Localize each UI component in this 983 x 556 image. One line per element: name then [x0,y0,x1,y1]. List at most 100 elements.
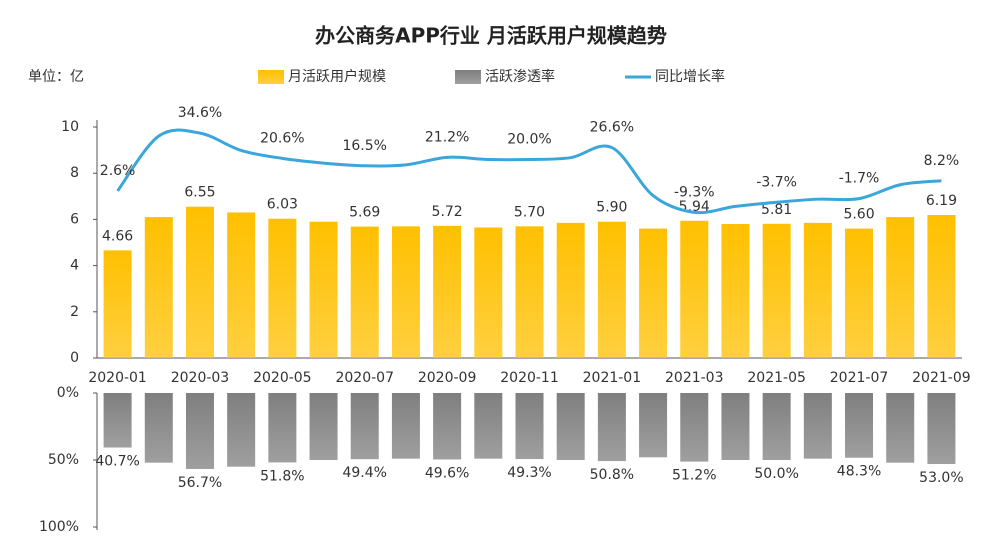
data-label: 26.6% [590,120,634,136]
data-label: 5.69 [349,205,380,221]
data-label: 48.3% [837,464,881,480]
x-tick-label: 2020-05 [253,370,312,386]
y-tick-label: 10 [61,119,79,135]
data-label: 50.0% [754,466,798,482]
bar [597,393,626,462]
data-label: -9.3% [674,184,715,200]
bar [803,393,832,459]
bar [886,217,915,358]
bar [639,393,668,458]
bar [556,393,585,460]
bar [433,225,462,358]
bar [103,250,132,358]
data-label: 56.7% [178,475,222,491]
x-tick-label: 2021-01 [583,370,642,386]
bar [680,220,709,358]
data-label: 6.03 [267,197,298,213]
bar [927,215,956,358]
x-tick-label: 2020-01 [88,370,147,386]
y-tick-label: 6 [70,211,79,227]
bar [350,393,379,460]
bar [144,393,173,463]
data-label: 8.2% [924,153,960,169]
data-label: 49.4% [342,465,386,481]
data-label: 4.66 [102,228,133,244]
bar [639,228,668,358]
bar [597,221,626,358]
data-label: 2.6% [100,163,136,179]
data-label: 49.6% [425,465,469,481]
y-tick-label: 0% [57,385,79,401]
bar [845,393,874,458]
legend-swatch [258,70,284,84]
bar [185,206,214,358]
y-tick-label: 100% [39,519,79,535]
data-label: 20.0% [507,131,551,147]
unit-label: 单位：亿 [28,69,84,85]
bar [515,226,544,358]
bar [474,227,503,358]
bar [927,393,956,465]
bar [680,393,709,462]
bar [433,393,462,460]
data-label: 34.6% [178,105,222,121]
data-label: 49.3% [507,465,551,481]
data-label: 6.19 [926,193,957,209]
y-tick-label: 2 [70,304,79,320]
x-tick-label: 2021-09 [912,370,971,386]
x-tick-label: 2020-03 [171,370,230,386]
bar [803,222,832,358]
data-label: 53.0% [919,470,963,486]
legend-swatch [455,70,481,84]
bar [721,224,750,358]
bar [185,393,214,469]
bar [391,226,420,358]
x-tick-label: 2021-05 [747,370,806,386]
bar [556,222,585,358]
data-label: 6.55 [184,185,215,201]
chart-title: 办公商务APP行业 月活跃用户规模趋势 [315,24,667,48]
bar [268,393,297,463]
bar [762,223,791,358]
data-label: 5.72 [432,204,463,220]
legend-label: 月活跃用户规模 [288,68,386,85]
bar [144,217,173,358]
data-label: 51.2% [672,468,716,484]
data-label: 5.90 [596,200,627,216]
bar [227,393,256,467]
legend-label: 活跃渗透率 [485,68,555,85]
bar [886,393,915,463]
data-label: 20.6% [260,130,304,146]
data-label: 16.5% [342,138,386,154]
bar [309,221,338,358]
legend-label: 同比增长率 [655,68,725,85]
data-label: 40.7% [95,454,139,470]
y-tick-label: 4 [70,258,79,274]
data-label: 50.8% [590,467,634,483]
data-label: 5.70 [514,204,545,220]
x-tick-label: 2020-11 [500,370,559,386]
bar [391,393,420,459]
x-tick-label: 2021-03 [665,370,724,386]
data-label: 21.2% [425,129,469,145]
data-label: -1.7% [839,171,880,187]
bar [309,393,338,460]
bar [474,393,503,459]
x-tick-label: 2020-07 [335,370,394,386]
bar [103,393,132,448]
bar [350,226,379,358]
x-tick-label: 2020-09 [418,370,477,386]
data-label: 5.60 [843,207,874,223]
data-label: 5.81 [761,202,792,218]
bar [227,212,256,358]
x-tick-label: 2021-07 [830,370,889,386]
bar [515,393,544,460]
line [116,128,942,215]
bar [762,393,791,460]
bar [721,393,750,460]
bar [845,228,874,358]
y-tick-label: 8 [70,165,79,181]
data-label: -3.7% [756,174,797,190]
bar [268,218,297,358]
